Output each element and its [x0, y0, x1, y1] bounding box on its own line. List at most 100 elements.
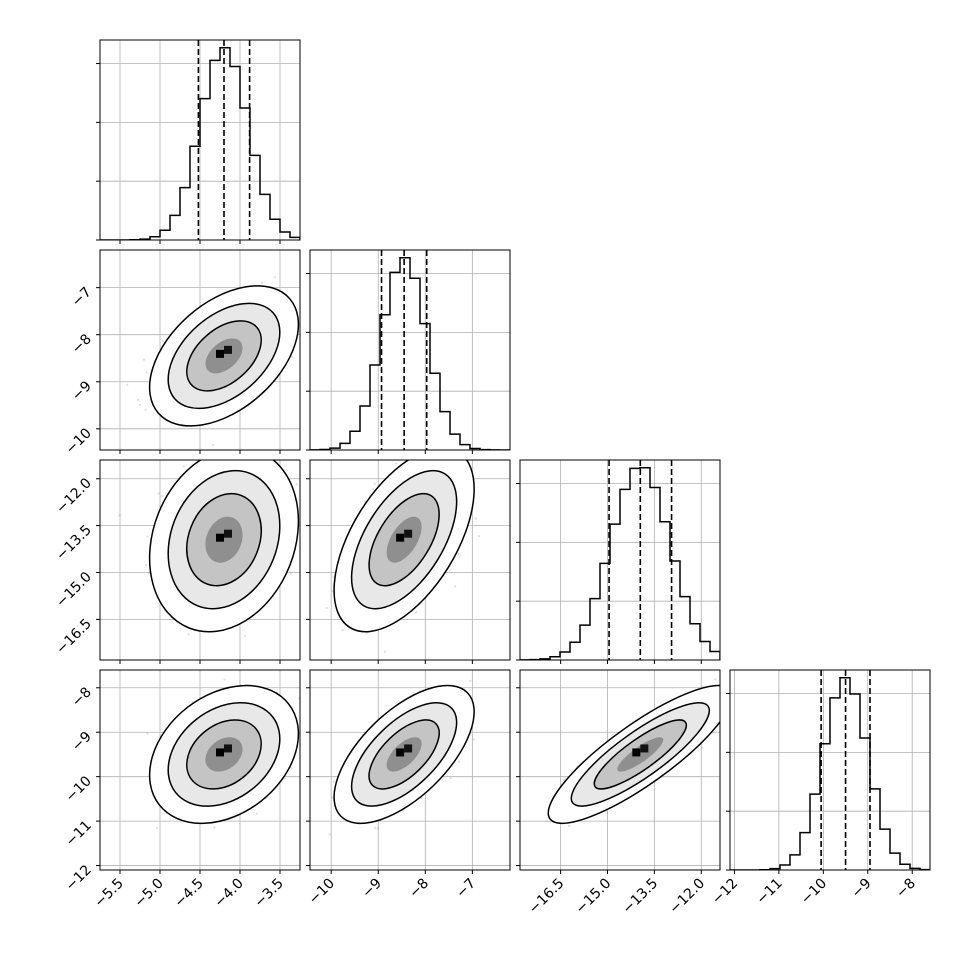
- sample-point: [474, 517, 477, 520]
- histogram-panel-2: [516, 459, 721, 664]
- contour-line: [593, 719, 688, 790]
- x-tick-label: −7: [453, 876, 479, 902]
- sample-point: [714, 678, 717, 681]
- scatter-panel-3-2: −16.5 −15.0 −13.5 −12.0: [516, 669, 733, 918]
- sample-point: [144, 563, 148, 567]
- sample-point: [453, 455, 455, 457]
- density-fill: [205, 516, 243, 563]
- sample-point: [118, 514, 121, 517]
- sample-point: [212, 443, 215, 447]
- x-tick-label: −10: [306, 876, 338, 908]
- panel-frame: [729, 669, 931, 871]
- sample-point: [213, 826, 216, 829]
- contour-line: [186, 719, 262, 790]
- sample-point: [146, 732, 149, 735]
- y-tick-label: −13.5: [53, 522, 95, 564]
- sample-point: [562, 779, 565, 782]
- sample-point: [267, 432, 269, 434]
- contour-line: [368, 492, 440, 587]
- sample-point: [146, 535, 149, 538]
- x-tick-label: −12.0: [666, 876, 708, 918]
- sample-point: [449, 777, 452, 780]
- sample-point: [331, 590, 334, 593]
- contour-line: [186, 492, 262, 587]
- sample-point: [568, 824, 571, 828]
- density-fill: [205, 737, 243, 772]
- histogram-panel-0: [96, 39, 301, 244]
- x-tick-label: −5.5: [91, 876, 126, 911]
- density-peak: [216, 748, 224, 757]
- sample-point: [223, 678, 226, 681]
- x-tick-label: −9: [849, 876, 875, 902]
- scatter-panel-3-0: −12 −11 −10 −9 −8 −5.5 −5.0 −4.5 −4.0 −3.5: [63, 669, 319, 911]
- panel-frame: [309, 249, 511, 451]
- sample-point: [415, 611, 418, 614]
- sample-point: [731, 708, 733, 710]
- contour-line: [350, 469, 458, 610]
- sample-point: [274, 276, 277, 279]
- y-tick-label: −15.0: [53, 569, 95, 611]
- histogram-panel-1: [306, 249, 511, 454]
- sample-point: [444, 452, 446, 454]
- scatter-panel-1-0: −10 −9 −8 −7: [63, 249, 301, 458]
- sample-point: [731, 691, 733, 693]
- x-tick-label: −5.0: [131, 876, 166, 911]
- panel-frame: [99, 39, 301, 241]
- sample-point: [290, 767, 293, 770]
- y-tick-label: −10: [63, 425, 95, 457]
- x-tick-label: −3.5: [251, 876, 286, 911]
- sample-point: [484, 437, 486, 439]
- sample-point: [218, 455, 220, 457]
- density-peak: [404, 744, 413, 753]
- panel-frame: [99, 459, 301, 661]
- sample-point: [383, 650, 386, 654]
- contour-line: [186, 320, 262, 392]
- density-peak: [396, 748, 405, 757]
- x-tick-label: −4.5: [171, 876, 206, 911]
- scatter-panel-2-1: [306, 437, 511, 664]
- sample-point: [295, 483, 299, 486]
- sample-point: [272, 436, 274, 438]
- sample-point: [328, 833, 331, 836]
- density-peak: [640, 744, 649, 753]
- sample-point: [545, 819, 548, 823]
- scatter-panel-2-0: −16.5 −15.0 −13.5 −12.0: [53, 432, 301, 664]
- density-peak: [404, 529, 413, 538]
- contour-line: [148, 684, 300, 825]
- x-tick-label: −12: [709, 876, 741, 908]
- panel-frame: [99, 249, 301, 451]
- sample-point: [332, 780, 335, 783]
- contour-line: [167, 702, 281, 807]
- sample-point: [161, 339, 164, 342]
- sample-point: [261, 281, 264, 284]
- x-tick-label: −15.0: [573, 876, 615, 918]
- panel-frame: [519, 669, 721, 871]
- sample-point: [145, 371, 148, 374]
- contour-line: [333, 684, 475, 825]
- histogram-step: [730, 676, 930, 870]
- sample-point: [376, 827, 379, 830]
- density-peak: [396, 533, 405, 542]
- sample-point: [160, 495, 163, 498]
- y-tick-label: −12: [63, 862, 95, 894]
- y-tick-label: −9: [69, 729, 95, 755]
- sample-point: [182, 465, 186, 468]
- panel-frame: [99, 669, 301, 871]
- sample-point: [303, 712, 305, 714]
- sample-point: [325, 606, 328, 610]
- sample-point: [255, 812, 258, 815]
- contour-line: [547, 684, 720, 825]
- contour-line: [148, 285, 300, 427]
- scatter-panel-3-1: −10 −9 −8 −7: [306, 669, 511, 908]
- contour-line: [333, 460, 475, 633]
- histogram-step: [520, 466, 720, 660]
- sample-point: [454, 585, 457, 588]
- y-tick-label: −12.0: [53, 475, 95, 517]
- density-peak: [632, 748, 641, 757]
- sample-point: [371, 487, 374, 491]
- sample-point: [317, 744, 319, 746]
- y-tick-label: −11: [63, 818, 95, 850]
- contour-line: [167, 469, 281, 610]
- contour-line: [570, 702, 711, 807]
- sample-point: [725, 704, 727, 706]
